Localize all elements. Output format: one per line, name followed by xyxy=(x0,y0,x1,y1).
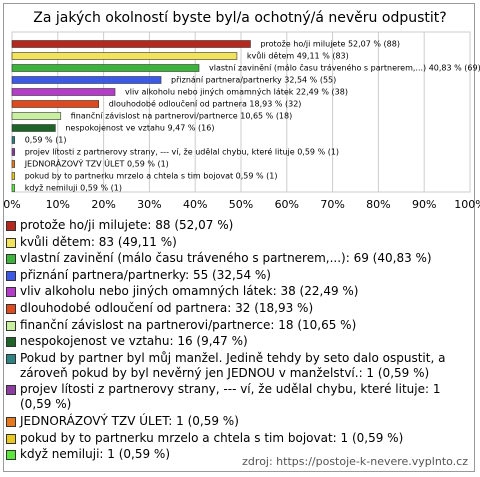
x-tick-label: 50% xyxy=(229,198,253,211)
legend-swatch xyxy=(6,385,16,396)
bar-label: pokud by to partnerku mrzelo a chtela s … xyxy=(25,172,278,181)
legend-label: Pokud by partner byl můj manžel. Jedině … xyxy=(20,350,446,380)
legend-swatch xyxy=(6,416,16,427)
bar xyxy=(11,88,116,96)
bar-label: vlastní zavinění (málo času tráveného s … xyxy=(209,63,480,73)
x-tick-label: 0% xyxy=(3,198,20,211)
legend-swatch xyxy=(6,433,16,444)
legend-item: JEDNORÁZOVÝ TZV ÚLET: 1 (0,59 %) xyxy=(6,414,468,429)
bar xyxy=(11,100,99,108)
legend-item: vlastní zavinění (málo času tráveného s … xyxy=(6,251,468,266)
legend-label: vliv alkoholu nebo jiných omamných látek… xyxy=(20,284,359,299)
legend-label: nespokojenost ve vztahu: 16 (9,47 %) xyxy=(20,334,248,349)
legend-label: kvůli dětem: 83 (49,11 %) xyxy=(20,234,177,249)
legend: protože ho/ji milujete: 88 (52,07 %) kvůl… xyxy=(6,218,468,464)
x-tick-label: 10% xyxy=(46,198,70,211)
bar-label: dlouhodobé odloučení od partnera 18,93 %… xyxy=(109,99,302,109)
legend-item: protože ho/ji milujete: 88 (52,07 %) xyxy=(6,218,468,233)
legend-swatch xyxy=(6,287,16,298)
bar xyxy=(11,76,162,84)
bar-label: 0,59 % (1) xyxy=(25,136,67,145)
bar-label: JEDNORÁZOVÝ TZV ÚLET 0,59 % (1) xyxy=(24,158,169,169)
legend-item: pokud by to partnerku mrzelo a chtela s … xyxy=(6,431,468,446)
legend-label: přiznání partnera/partnerky: 55 (32,54 %… xyxy=(20,267,271,282)
bar-label: vliv alkoholu nebo jiných omamných látek… xyxy=(125,88,348,97)
legend-label: pokud by to partnerku mrzelo a chtela s … xyxy=(20,430,404,445)
bar-label: kvůli dětem 49,11 % (83) xyxy=(247,51,349,61)
bar xyxy=(11,124,56,132)
legend-label: finanční závislost na partnerovi/partner… xyxy=(20,317,357,332)
bar-label: když nemiluji 0,59 % (1) xyxy=(25,184,122,193)
legend-swatch xyxy=(6,337,16,348)
x-tick-label: 80% xyxy=(366,198,390,211)
legend-swatch xyxy=(6,254,16,265)
legend-swatch xyxy=(6,320,16,331)
chart-frame xyxy=(3,3,475,472)
legend-label: protože ho/ji milujete: 88 (52,07 %) xyxy=(20,218,234,232)
bar-label: projev lítosti z partnerovy strany, --- … xyxy=(25,147,339,157)
bar-label: protože ho/ji milujete 52,07 % (88) xyxy=(260,40,400,49)
legend-label: vlastní zavinění (málo času tráveného s … xyxy=(20,251,432,266)
x-tick-label: 70% xyxy=(320,198,344,211)
x-tick-label: 60% xyxy=(275,198,299,211)
bar xyxy=(11,172,16,180)
x-tick-label: 20% xyxy=(91,198,115,211)
legend-item: finanční závislost na partnerovi/partner… xyxy=(6,318,468,333)
bar xyxy=(11,184,16,192)
legend-item: nespokojenost ve vztahu: 16 (9,47 %) xyxy=(6,334,468,349)
legend-swatch xyxy=(6,221,16,231)
x-tick-label: 30% xyxy=(137,198,161,211)
legend-item: Pokud by partner byl můj manžel. Jedině … xyxy=(6,351,468,381)
legend-item: dlouhodobé odloučení od partnera: 32 (18… xyxy=(6,301,468,316)
legend-swatch xyxy=(6,450,16,461)
bar-label: finanční závislost na partnerovi/partner… xyxy=(71,111,292,121)
chart-title: Za jakých okolností byste byl/a ochotný/… xyxy=(33,10,446,26)
legend-swatch xyxy=(6,353,16,364)
bar xyxy=(11,136,16,144)
legend-item: přiznání partnera/partnerky: 55 (32,54 %… xyxy=(6,268,468,283)
bar xyxy=(11,52,238,60)
legend-swatch xyxy=(6,237,16,248)
bar-label: nespokojenost ve vztahu 9,47 % (16) xyxy=(65,124,214,133)
x-tick-label: 90% xyxy=(412,198,436,211)
bar xyxy=(11,148,16,156)
bar-label: přiznání partnera/partnerky 32,54 % (55) xyxy=(171,76,336,85)
legend-label: dlouhodobé odloučení od partnera: 32 (18… xyxy=(20,300,314,315)
legend-label: projev lítosti z partnerovy strany, --- … xyxy=(20,382,441,412)
legend-item: když nemiluji: 1 (0,59 %) xyxy=(6,447,468,462)
legend-swatch xyxy=(6,270,16,281)
legend-item: kvůli dětem: 83 (49,11 %) xyxy=(6,235,468,250)
source: zdroj: https://postoje-k-nevere.vyplnto.… xyxy=(242,455,468,468)
legend-label: JEDNORÁZOVÝ TZV ÚLET: 1 (0,59 %) xyxy=(20,413,239,428)
bar xyxy=(11,64,200,72)
bar xyxy=(11,160,16,168)
legend-label: když nemiluji: 1 (0,59 %) xyxy=(20,447,171,462)
legend-swatch xyxy=(6,303,16,314)
x-tick-label: 100% xyxy=(454,198,480,211)
x-tick-label: 40% xyxy=(183,198,207,211)
bar xyxy=(11,40,251,48)
legend-item: vliv alkoholu nebo jiných omamných látek… xyxy=(6,284,468,299)
bar xyxy=(11,112,62,120)
chart: Za jakých okolností byste byl/a ochotný/… xyxy=(3,10,480,211)
legend-item: projev lítosti z partnerovy strany, --- … xyxy=(6,382,468,412)
